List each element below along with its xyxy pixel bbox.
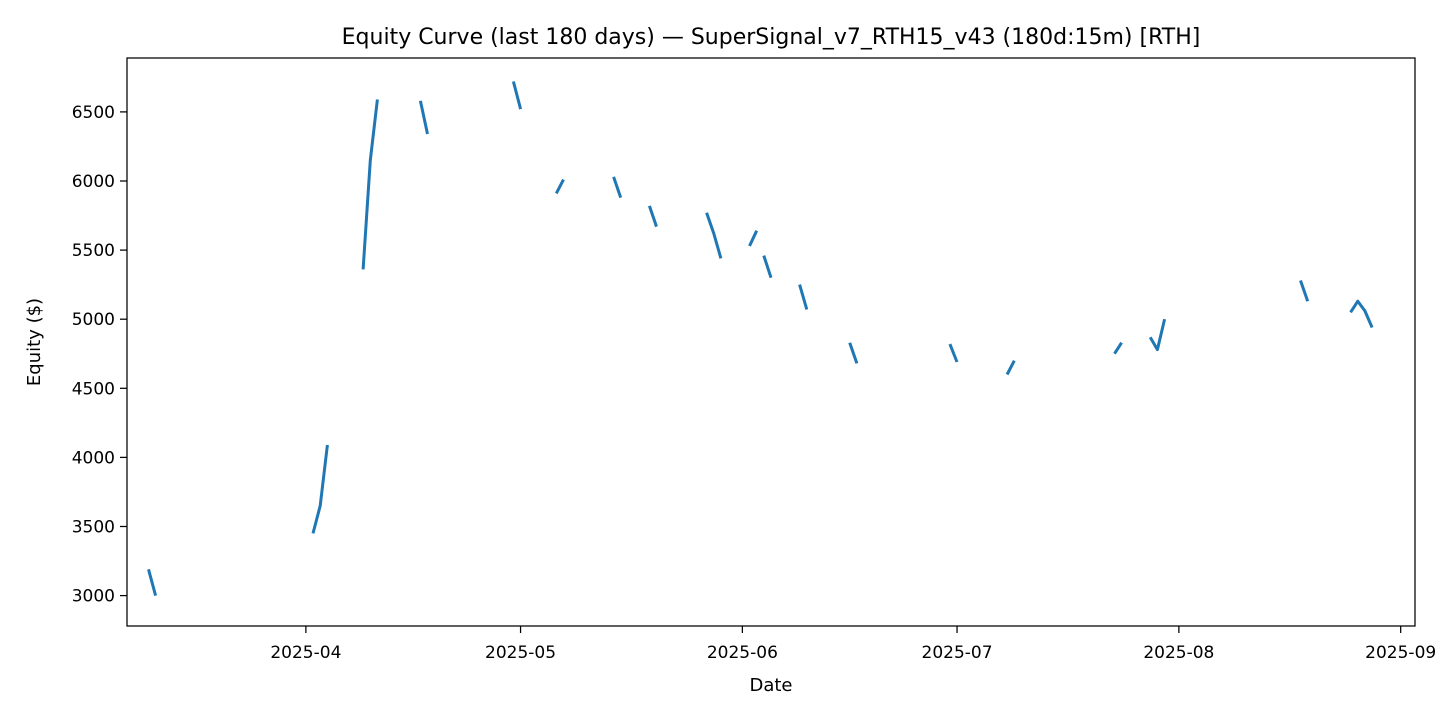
equity-line-segment-3 (361, 99, 379, 270)
x-tick-label: 2025-06 (707, 643, 778, 663)
equity-line-segment-18 (1299, 280, 1310, 302)
y-axis: 3000 3500 4000 4500 5000 5500 6000 6500 (72, 103, 127, 607)
equity-line-segment-1 (147, 568, 158, 596)
chart-title: Equity Curve (last 180 days) — SuperSign… (342, 25, 1201, 50)
x-tick-label: 2025-08 (1143, 643, 1214, 663)
plot-frame (126, 57, 1416, 627)
y-tick-label: 4500 (72, 379, 115, 399)
equity-line-segment-15 (1005, 360, 1016, 376)
equity-line-segment-2 (311, 444, 329, 534)
equity-line-segment-16 (1113, 341, 1123, 355)
x-axis: 2025-04 2025-05 2025-06 2025-07 2025-08 2025-… (270, 626, 1436, 663)
equity-line-segment-14 (948, 343, 959, 363)
y-tick-label: 5000 (72, 310, 115, 330)
equity-line-segment-13 (848, 342, 859, 364)
y-tick-label: 5500 (72, 241, 115, 261)
y-axis-label: Equity ($) (24, 298, 45, 386)
equity-line-segment-17 (1148, 318, 1167, 352)
y-tick-label: 3000 (72, 587, 115, 607)
equity-line-segment-7 (612, 176, 623, 199)
equity-line-segment-6 (554, 178, 565, 195)
equity-line-segment-19 (1349, 299, 1374, 329)
x-tick-label: 2025-09 (1365, 643, 1436, 663)
y-tick-label: 6000 (72, 172, 115, 192)
x-tick-label: 2025-04 (270, 643, 341, 663)
plot-area (147, 81, 1374, 596)
equity-line-segment-12 (798, 284, 809, 310)
equity-line-segment-8 (647, 205, 658, 228)
y-tick-label: 6500 (72, 103, 115, 123)
y-tick-label: 3500 (72, 517, 115, 537)
equity-line-segment-5 (511, 81, 523, 110)
equity-line-segment-9 (705, 212, 723, 259)
equity-line-segment-10 (748, 230, 759, 247)
equity-line-segment-11 (762, 255, 773, 279)
y-tick-label: 4000 (72, 448, 115, 468)
x-axis-label: Date (749, 675, 792, 696)
x-tick-label: 2025-07 (922, 643, 993, 663)
equity-line-segment-4 (418, 100, 429, 135)
x-tick-label: 2025-05 (485, 643, 556, 663)
